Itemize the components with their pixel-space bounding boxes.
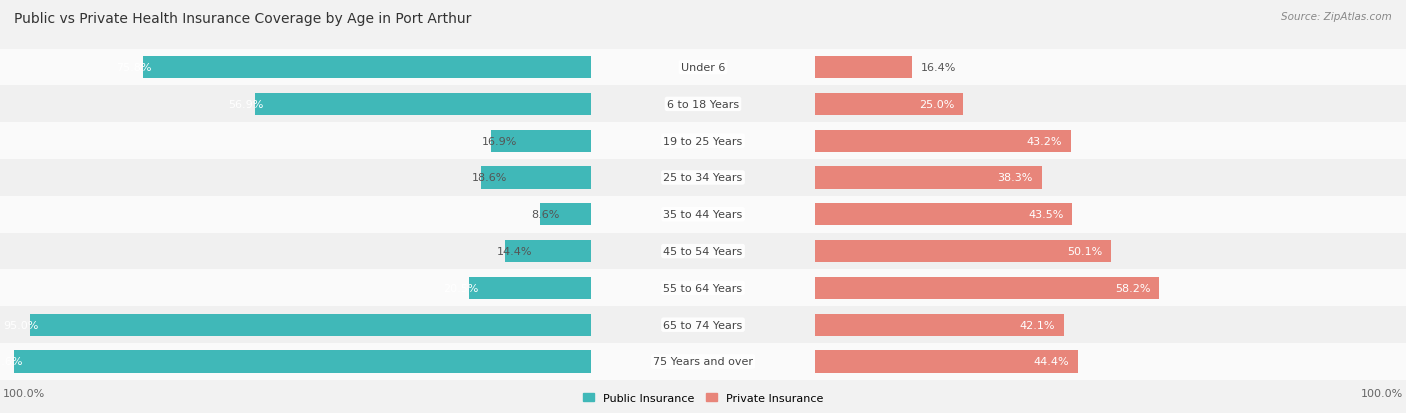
Text: 55 to 64 Years: 55 to 64 Years (664, 283, 742, 293)
Legend: Public Insurance, Private Insurance: Public Insurance, Private Insurance (579, 389, 827, 408)
Bar (470, 277, 591, 299)
Bar (815, 167, 1042, 189)
Bar (0, 270, 1406, 306)
Text: 45 to 54 Years: 45 to 54 Years (664, 247, 742, 256)
Text: 6 to 18 Years: 6 to 18 Years (666, 100, 740, 109)
Bar (0, 233, 1406, 270)
Bar (0, 160, 1406, 197)
Text: 42.1%: 42.1% (1019, 320, 1056, 330)
Text: 25 to 34 Years: 25 to 34 Years (664, 173, 742, 183)
Bar (0, 86, 1406, 123)
Text: 20.5%: 20.5% (443, 283, 478, 293)
Text: 56.9%: 56.9% (228, 100, 263, 109)
Bar (0, 123, 1406, 160)
Bar (0, 123, 1406, 160)
Bar (0, 50, 1406, 86)
Bar (14, 351, 591, 373)
Text: 25.0%: 25.0% (920, 100, 955, 109)
Text: 16.9%: 16.9% (482, 136, 517, 146)
Bar (0, 306, 1406, 343)
Bar (0, 197, 1406, 233)
Text: 43.5%: 43.5% (1028, 210, 1063, 220)
Bar (815, 204, 1073, 226)
Bar (815, 240, 1111, 263)
Text: 65 to 74 Years: 65 to 74 Years (664, 320, 742, 330)
Text: Under 6: Under 6 (681, 63, 725, 73)
Bar (815, 131, 1070, 152)
Text: Public vs Private Health Insurance Coverage by Age in Port Arthur: Public vs Private Health Insurance Cover… (14, 12, 471, 26)
Bar (143, 57, 591, 79)
Bar (481, 167, 591, 189)
Text: 19 to 25 Years: 19 to 25 Years (664, 136, 742, 146)
Bar (0, 343, 1406, 380)
Bar (0, 233, 1406, 270)
Bar (0, 160, 1406, 197)
Text: 75.8%: 75.8% (117, 63, 152, 73)
Bar (0, 270, 1406, 306)
Text: 58.2%: 58.2% (1115, 283, 1150, 293)
Text: 50.1%: 50.1% (1067, 247, 1102, 256)
Bar (506, 240, 591, 263)
Bar (0, 123, 1406, 160)
Text: 8.6%: 8.6% (531, 210, 560, 220)
Text: 35 to 44 Years: 35 to 44 Years (664, 210, 742, 220)
Bar (0, 86, 1406, 123)
Bar (30, 314, 591, 336)
Bar (0, 306, 1406, 343)
Bar (815, 351, 1077, 373)
Bar (254, 94, 591, 116)
Bar (0, 197, 1406, 233)
Text: Source: ZipAtlas.com: Source: ZipAtlas.com (1281, 12, 1392, 22)
Bar (540, 204, 591, 226)
Text: 100.0%: 100.0% (3, 388, 45, 398)
Bar (0, 160, 1406, 197)
Bar (0, 343, 1406, 380)
Bar (815, 94, 963, 116)
Bar (0, 306, 1406, 343)
Text: 18.6%: 18.6% (472, 173, 508, 183)
Bar (0, 86, 1406, 123)
Bar (815, 57, 912, 79)
Text: 95.0%: 95.0% (3, 320, 38, 330)
Bar (491, 131, 591, 152)
Bar (815, 277, 1159, 299)
Text: 44.4%: 44.4% (1033, 356, 1069, 367)
Bar (0, 343, 1406, 380)
Text: 43.2%: 43.2% (1026, 136, 1062, 146)
Text: 16.4%: 16.4% (921, 63, 956, 73)
Bar (815, 314, 1064, 336)
Bar (0, 50, 1406, 86)
Text: 14.4%: 14.4% (496, 247, 531, 256)
Text: 38.3%: 38.3% (997, 173, 1033, 183)
Bar (0, 270, 1406, 306)
Text: 97.6%: 97.6% (0, 356, 22, 367)
Bar (0, 50, 1406, 86)
Text: 100.0%: 100.0% (1361, 388, 1403, 398)
Bar (0, 197, 1406, 233)
Bar (0, 233, 1406, 270)
Text: 75 Years and over: 75 Years and over (652, 356, 754, 367)
